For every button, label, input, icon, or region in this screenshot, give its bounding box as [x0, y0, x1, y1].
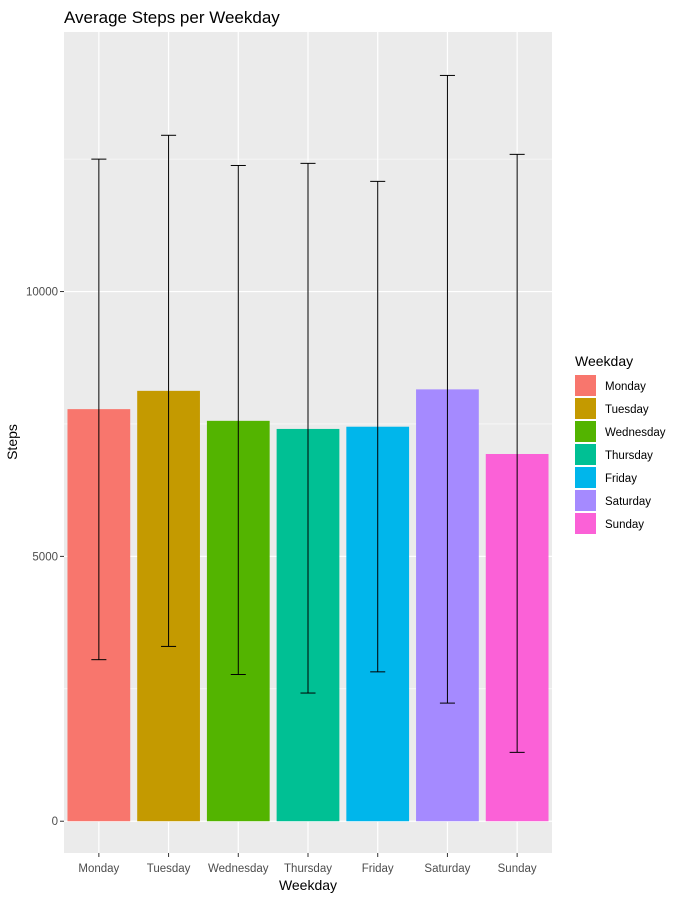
error-bar-wednesday	[230, 164, 246, 675]
x-tick-label: Sunday	[498, 863, 537, 875]
legend-title: Weekday	[575, 353, 633, 369]
x-tick-label: Friday	[362, 863, 394, 875]
legend-label-friday: Friday	[605, 473, 637, 485]
legend-key-wednesday	[575, 421, 596, 442]
error-bar-friday	[370, 180, 386, 673]
error-bar-thursday	[300, 162, 316, 694]
legend-key-saturday	[575, 490, 596, 511]
error-bar-sunday	[509, 153, 525, 753]
x-tick-label: Tuesday	[147, 863, 191, 875]
chart-title: Average Steps per Weekday	[64, 8, 280, 27]
legend-key-friday	[575, 467, 596, 488]
legend: Weekday Monday Tuesday Wednesday Thursday Fr…	[575, 353, 666, 534]
legend-key-sunday	[575, 513, 596, 534]
error-bar-saturday	[439, 74, 455, 704]
x-axis-title: Weekday	[279, 877, 337, 893]
legend-label-saturday: Saturday	[605, 496, 651, 508]
x-tick-label: Thursday	[284, 863, 332, 875]
error-bar-monday	[91, 158, 107, 661]
legend-key-tuesday	[575, 398, 596, 419]
x-tick-label: Saturday	[424, 863, 470, 875]
legend-label-thursday: Thursday	[605, 450, 653, 462]
legend-label-tuesday: Tuesday	[605, 404, 649, 416]
y-tick-label: 5000	[32, 551, 58, 563]
legend-label-wednesday: Wednesday	[605, 427, 666, 439]
y-axis: 0 5000 10000	[26, 287, 64, 828]
error-bars	[91, 74, 525, 753]
y-tick-label: 0	[52, 816, 58, 828]
legend-key-monday	[575, 375, 596, 396]
legend-label-monday: Monday	[605, 381, 646, 393]
x-tick-label: Wednesday	[208, 863, 269, 875]
legend-key-thursday	[575, 444, 596, 465]
y-tick-label: 10000	[26, 287, 58, 299]
x-tick-label: Monday	[78, 863, 119, 875]
y-axis-title: Steps	[4, 424, 20, 460]
legend-label-sunday: Sunday	[605, 519, 644, 531]
error-bar-tuesday	[161, 134, 177, 647]
x-axis: Monday Tuesday Wednesday Thursday Friday Satu…	[78, 853, 537, 875]
